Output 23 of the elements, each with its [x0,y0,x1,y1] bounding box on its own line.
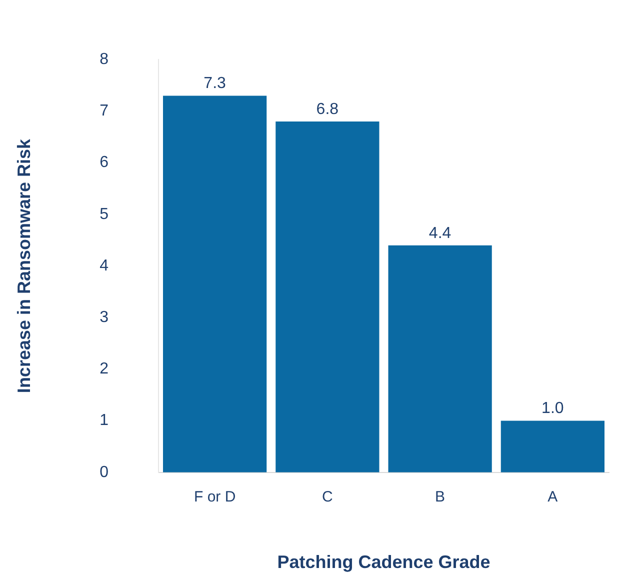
x-tick-label: C [322,488,334,506]
bar [500,420,604,472]
x-tick-label: F or D [194,488,236,506]
y-tick-label: 6 [100,154,109,172]
data-label: 7.3 [204,75,226,92]
x-tick-label: A [548,488,558,506]
data-label: 6.8 [316,100,339,118]
x-axis-title: Patching Cadence Grade [277,552,490,572]
y-tick-label: 1 [100,412,109,430]
y-tick-label: 0 [100,464,109,481]
y-tick-label: 7 [100,102,109,120]
bar [388,245,492,472]
data-label: 4.4 [428,224,452,242]
bar [163,96,267,472]
y-tick-label: 5 [100,206,109,223]
data-label: 1.0 [542,400,564,418]
x-tick-label: B [435,488,446,506]
y-tick-label: 2 [100,360,109,378]
y-tick-label: 4 [100,257,109,274]
y-tick-label: 3 [100,309,109,326]
bar [276,122,380,472]
y-axis-title: Increase in Ransomware Risk [14,138,34,394]
y-tick-label: 8 [100,51,109,68]
